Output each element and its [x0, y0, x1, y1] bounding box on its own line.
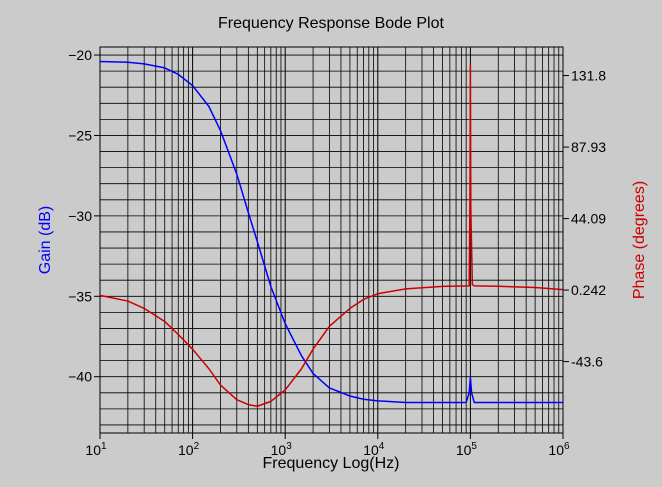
bottom-tick-label: 102 — [178, 441, 200, 458]
bottom-tick-label: 104 — [363, 441, 385, 458]
left-tick-label: −20 — [68, 47, 92, 63]
gain-series-line — [99, 60, 563, 404]
right-tick-label: 87.93 — [571, 139, 606, 155]
left-tick-label: −30 — [68, 208, 92, 224]
left-tick-label: −35 — [68, 288, 92, 304]
left-tick-label: −40 — [68, 369, 92, 385]
series-layer — [99, 60, 564, 408]
grid-lines — [99, 47, 563, 433]
right-tick-label: -43.6 — [571, 354, 603, 370]
x-axis-label: Frequency Log(Hz) — [263, 455, 400, 472]
plot-area — [100, 47, 563, 433]
phase-axis: 131.8 87.93 44.09 0.242 -43.6 — [563, 68, 606, 370]
gain-axis: −20 −25 −30 −35 −40 — [68, 47, 100, 385]
right-tick-label: 0.242 — [571, 282, 606, 298]
right-tick-label: 131.8 — [571, 68, 606, 84]
plot-frame — [99, 46, 564, 434]
frequency-axis: 101 102 103 104 105 106 — [85, 433, 570, 458]
bottom-tick-label: 106 — [548, 441, 570, 458]
right-axis-label: Phase (degrees) — [631, 181, 648, 299]
chart-title: Frequency Response Bode Plot — [218, 15, 444, 32]
bottom-tick-label: 103 — [271, 441, 293, 458]
right-tick-label: 44.09 — [571, 211, 606, 227]
phase-series-line — [99, 64, 564, 408]
bottom-tick-label: 105 — [456, 441, 478, 458]
left-tick-label: −25 — [68, 127, 92, 143]
left-axis-label: Gain (dB) — [37, 206, 54, 274]
bottom-tick-label: 101 — [85, 441, 107, 458]
